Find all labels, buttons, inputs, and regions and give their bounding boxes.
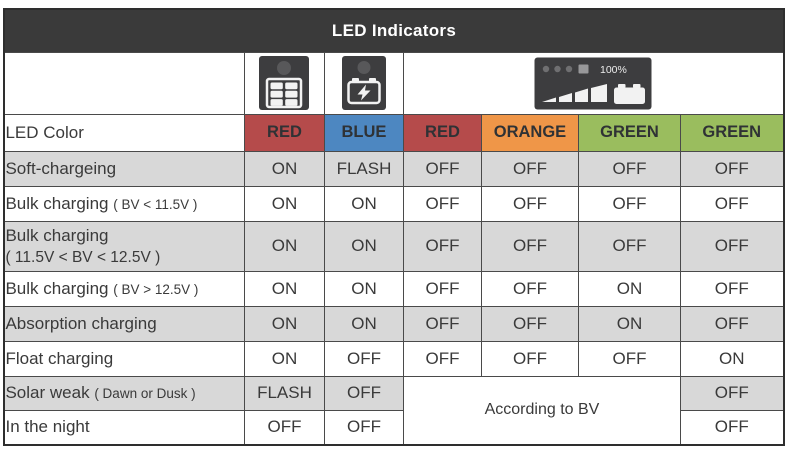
led-indicators-table: LED Indicators: [3, 8, 785, 446]
row-label-note: ( BV < 11.5V ): [113, 196, 198, 212]
row-label-note: ( BV > 12.5V ): [113, 281, 199, 297]
row-label-text: Absorption charging: [5, 313, 157, 333]
led-state-cell: OFF: [480, 340, 579, 377]
row-label-text: Float charging: [5, 348, 114, 368]
led-state-cell: ON: [243, 185, 325, 222]
row-label: Absorption charging: [3, 305, 245, 342]
charging-battery-led-icon: [323, 51, 404, 115]
led-state-cell: FLASH: [243, 375, 325, 411]
led-state-cell: OFF: [480, 305, 579, 342]
row-label: Soft-chargeing: [3, 150, 245, 187]
led-state-cell: ON: [577, 305, 681, 342]
led-state-cell: OFF: [480, 270, 579, 307]
led-state-cell: ON: [323, 270, 404, 307]
led-state-cell: OFF: [402, 185, 482, 222]
icons-row-empty-cell: [3, 51, 245, 115]
led-state-cell: ON: [323, 220, 404, 272]
led-state-cell: ON: [679, 340, 785, 377]
battery-level-indicator-icon: 100%: [402, 51, 785, 115]
led-state-cell: OFF: [243, 409, 325, 446]
led-color-cell: RED: [243, 113, 325, 152]
led-state-cell: ON: [323, 185, 404, 222]
led-state-cell: OFF: [402, 340, 482, 377]
row-label-text: Bulk charging: [5, 278, 109, 298]
row-label: Bulk charging ( BV < 11.5V ): [3, 185, 245, 222]
led-state-cell: OFF: [480, 220, 579, 272]
led-state-cell: OFF: [577, 150, 681, 187]
row-label-text: In the night: [5, 417, 90, 437]
led-state-cell: OFF: [577, 185, 681, 222]
led-state-cell: OFF: [577, 340, 681, 377]
led-state-cell: ON: [323, 305, 404, 342]
led-state-cell: ON: [243, 150, 325, 187]
row-label-note: ( Dawn or Dusk ): [94, 386, 196, 401]
solar-panel-led-icon: [259, 56, 310, 110]
led-state-cell: OFF: [323, 375, 404, 411]
led-state-cell: OFF: [402, 220, 482, 272]
row-label: Bulk charging ( BV > 12.5V ): [3, 270, 245, 307]
led-color-cell: RED: [402, 113, 482, 152]
led-indicators-page: LED Indicators: [0, 8, 788, 461]
led-color-row-label: LED Color: [3, 113, 245, 152]
led-state-cell: OFF: [679, 270, 785, 307]
led-state-cell: OFF: [679, 220, 785, 272]
led-state-cell: OFF: [402, 270, 482, 307]
according-to-bv-cell: According to BV: [402, 375, 681, 446]
led-state-cell: OFF: [402, 305, 482, 342]
table-title: LED Indicators: [3, 8, 785, 53]
led-state-cell: FLASH: [323, 150, 404, 187]
led-state-cell: OFF: [679, 150, 785, 187]
led-state-cell: OFF: [480, 150, 579, 187]
led-color-cell: BLUE: [323, 113, 404, 152]
solar-panel-led-icon: [243, 51, 325, 115]
led-state-cell: ON: [577, 270, 681, 307]
led-state-cell: ON: [243, 270, 325, 307]
led-state-cell: OFF: [679, 185, 785, 222]
led-state-cell: ON: [243, 220, 325, 272]
led-state-cell: OFF: [679, 409, 785, 446]
led-state-cell: OFF: [323, 409, 404, 446]
row-label: In the night: [3, 409, 245, 446]
row-label-text: Bulk charging: [5, 193, 109, 213]
row-label-text: Solar weak: [5, 383, 90, 402]
row-label: Bulk charging ( 11.5V < BV < 12.5V ): [3, 220, 245, 272]
led-state-cell: OFF: [480, 185, 579, 222]
led-state-cell: OFF: [323, 340, 404, 377]
led-state-cell: OFF: [679, 305, 785, 342]
led-color-cell: GREEN: [679, 113, 785, 152]
charging-battery-led-icon: [341, 56, 386, 110]
led-color-cell: GREEN: [577, 113, 681, 152]
led-color-cell: ORANGE: [480, 113, 579, 152]
row-label-note: ( 11.5V < BV < 12.5V ): [5, 248, 161, 266]
battery-level-indicator-icon: 100%: [534, 57, 652, 109]
row-label-text: Bulk charging: [5, 225, 109, 245]
led-state-cell: ON: [243, 305, 325, 342]
led-state-cell: ON: [243, 340, 325, 377]
led-state-cell: OFF: [577, 220, 681, 272]
led-state-cell: OFF: [679, 375, 785, 411]
row-label-text: Soft-chargeing: [5, 158, 117, 178]
battery-level-percent-label: 100%: [600, 64, 627, 76]
row-label: Float charging: [3, 340, 245, 377]
row-label: Solar weak ( Dawn or Dusk ): [3, 375, 245, 411]
led-state-cell: OFF: [402, 150, 482, 187]
